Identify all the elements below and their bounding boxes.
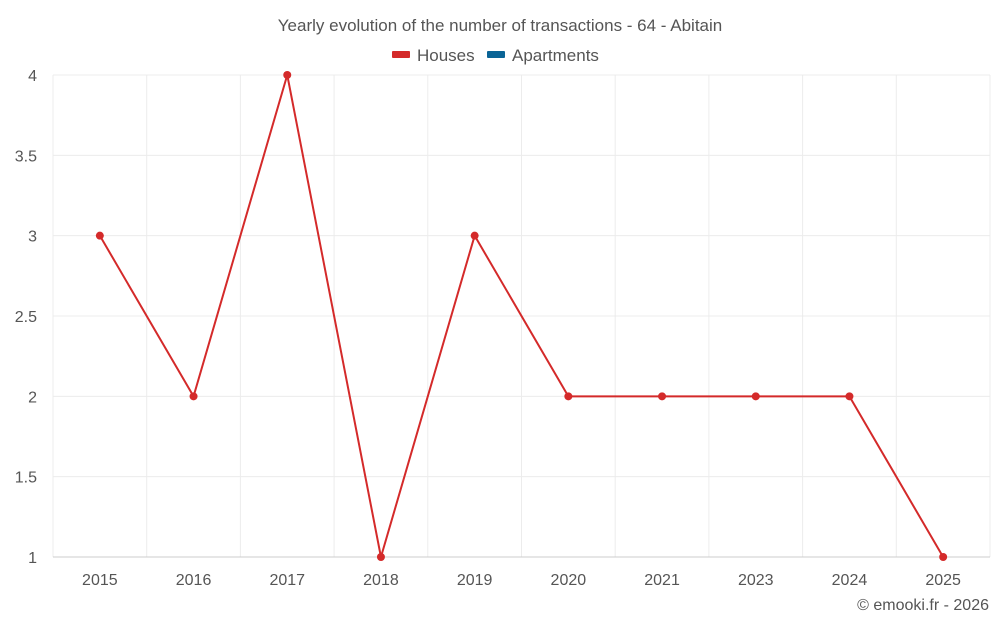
y-tick-label: 3 [28, 229, 37, 246]
credit: © emooki.fr - 2026 [857, 597, 989, 614]
y-axis-ticks: 1 1.5 2 2.5 3 3.5 4 [15, 68, 37, 567]
data-point-2015[interactable] [95, 231, 104, 240]
data-point-2017[interactable] [283, 71, 292, 79]
legend-label-houses: Houses [417, 46, 475, 65]
data-point-2019[interactable] [470, 231, 479, 240]
y-tick-label: 1.5 [15, 470, 37, 487]
data-point-2018[interactable] [376, 553, 385, 561]
x-tick-label: 2016 [176, 572, 212, 589]
y-tick-label: 4 [28, 68, 37, 85]
data-point-2024[interactable] [845, 392, 854, 401]
x-tick-label: 2025 [925, 572, 961, 589]
y-tick-label: 1 [28, 550, 37, 567]
x-tick-label: 2024 [832, 572, 868, 589]
x-tick-label: 2017 [269, 572, 305, 589]
x-tick-label: 2020 [551, 572, 587, 589]
y-tick-label: 2.5 [15, 309, 37, 326]
legend-item-apartments[interactable]: Apartments [487, 46, 599, 65]
x-tick-label: 2019 [457, 572, 493, 589]
data-point-2016[interactable] [189, 392, 198, 401]
legend-swatch-apartments [487, 51, 505, 58]
x-tick-label: 2018 [363, 572, 399, 589]
data-point-2025[interactable] [939, 553, 948, 561]
x-axis-ticks: 2015 2016 2017 2018 2019 2020 2021 2023 2024 2025 [82, 572, 961, 589]
legend-label-apartments: Apartments [512, 46, 599, 65]
x-tick-label: 2021 [644, 572, 680, 589]
grid-lines [52, 74, 991, 557]
data-point-2020[interactable] [564, 392, 573, 401]
legend: Houses Apartments [392, 46, 599, 65]
series-houses [95, 71, 948, 561]
data-point-2021[interactable] [658, 392, 667, 401]
chart-title: Yearly evolution of the number of transa… [278, 16, 722, 35]
y-tick-label: 3.5 [15, 148, 37, 165]
y-tick-label: 2 [28, 389, 37, 406]
x-tick-label: 2015 [82, 572, 118, 589]
legend-item-houses[interactable]: Houses [392, 46, 475, 65]
legend-swatch-houses [392, 51, 410, 58]
series-line-houses [98, 74, 945, 558]
data-point-2023[interactable] [751, 392, 760, 401]
x-tick-label: 2023 [738, 572, 774, 589]
